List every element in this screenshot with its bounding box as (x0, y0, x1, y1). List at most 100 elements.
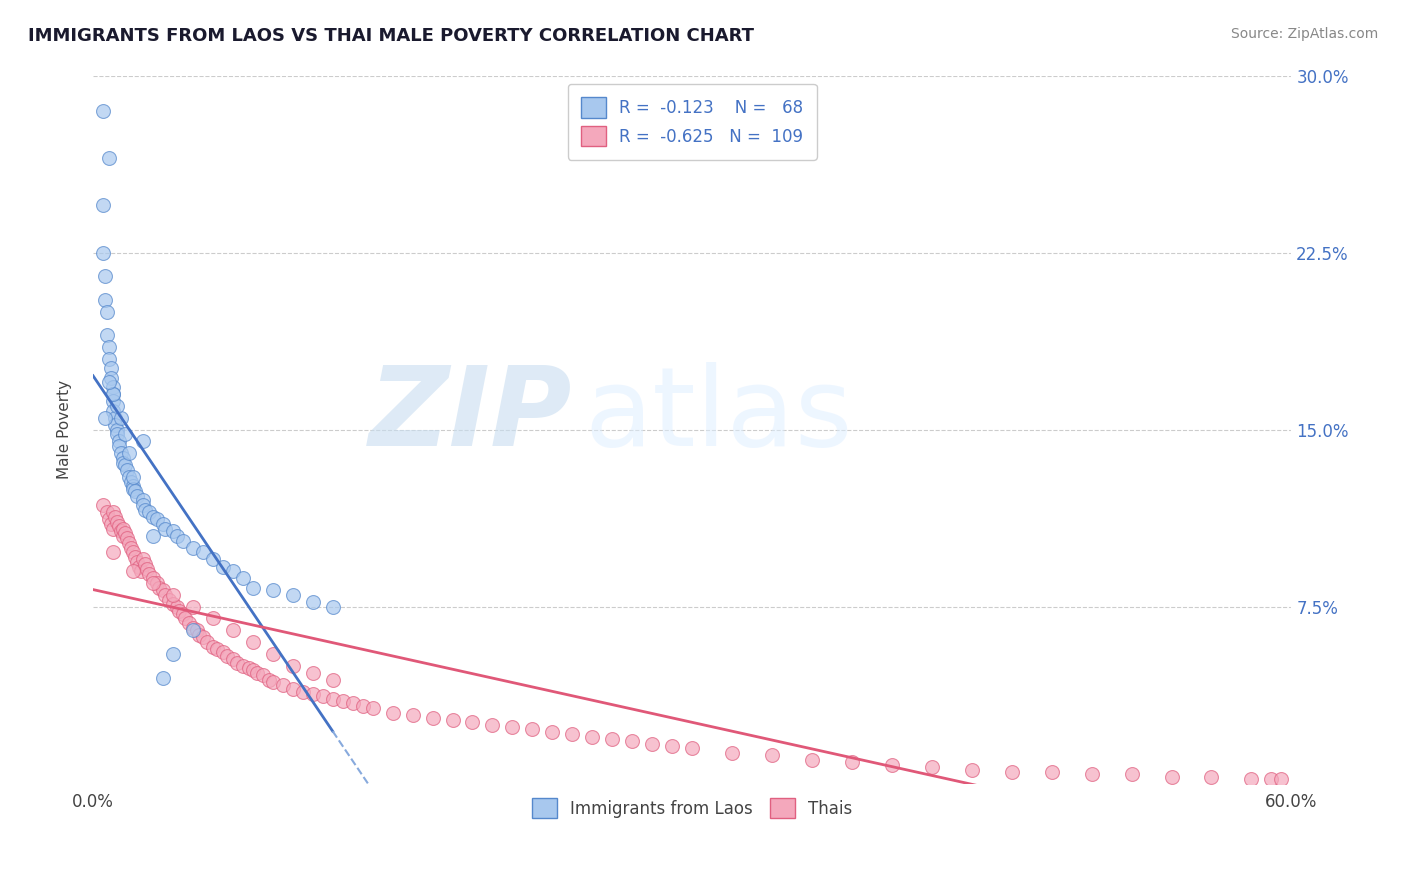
Point (136, 562, 159, 576)
Point (242, 635, 264, 649)
Point (201, 552, 224, 566)
Point (114, 526, 136, 541)
Point (91, 198, 114, 212)
Point (108, 434, 131, 449)
Point (96, 328, 118, 343)
Text: Source: ZipAtlas.com: Source: ZipAtlas.com (1230, 27, 1378, 41)
Point (621, 734, 644, 748)
Point (201, 640, 224, 654)
Point (105, 399, 128, 413)
Point (114, 458, 136, 472)
Point (322, 599, 344, 614)
Point (108, 439, 131, 453)
Point (101, 403, 124, 417)
Point (124, 550, 146, 565)
Point (332, 694, 354, 708)
Point (94, 293, 117, 307)
Point (166, 599, 188, 614)
Point (98, 376, 121, 390)
Point (1260, 772, 1282, 786)
Point (129, 564, 152, 578)
Point (721, 746, 744, 760)
Point (262, 647, 284, 661)
Point (201, 611, 224, 625)
Point (162, 524, 184, 538)
Point (181, 599, 204, 614)
Point (98, 151, 121, 165)
Point (101, 394, 124, 409)
Point (138, 505, 160, 519)
Point (125, 555, 148, 569)
Point (94, 269, 117, 284)
Point (110, 410, 132, 425)
Point (181, 541, 204, 555)
Point (186, 624, 208, 638)
Point (342, 697, 364, 711)
Point (921, 760, 943, 774)
Point (1080, 767, 1102, 781)
Point (641, 737, 664, 751)
Point (115, 531, 138, 545)
Point (152, 583, 174, 598)
Point (111, 450, 134, 465)
Point (238, 661, 260, 675)
Point (262, 675, 284, 690)
Point (205, 642, 228, 657)
Point (352, 698, 374, 713)
Point (172, 533, 194, 548)
Point (211, 644, 233, 658)
Point (242, 664, 264, 678)
Point (162, 647, 184, 661)
Point (114, 427, 136, 442)
Point (1270, 772, 1292, 786)
Point (122, 545, 145, 559)
Point (960, 763, 983, 777)
Point (101, 545, 124, 559)
Point (98, 340, 121, 354)
Point (91, 498, 114, 512)
Point (118, 470, 141, 484)
Point (167, 604, 190, 618)
Point (132, 552, 155, 566)
Point (222, 624, 245, 638)
Point (111, 456, 134, 470)
Point (132, 434, 155, 449)
Point (153, 588, 176, 602)
Point (600, 731, 623, 746)
Point (322, 673, 344, 687)
Point (301, 595, 323, 609)
Point (142, 510, 165, 524)
Point (101, 505, 124, 519)
Point (172, 607, 194, 621)
Point (252, 668, 274, 682)
Point (124, 483, 146, 498)
Point (91, 103, 114, 118)
Point (115, 463, 138, 477)
Point (111, 529, 134, 543)
Point (322, 691, 344, 706)
Text: atlas: atlas (585, 362, 853, 469)
Point (153, 522, 176, 536)
Point (242, 581, 264, 595)
Point (148, 581, 170, 595)
Point (104, 417, 127, 432)
Point (94, 410, 117, 425)
Point (461, 715, 484, 730)
Point (181, 621, 204, 635)
Point (801, 753, 824, 767)
Point (138, 566, 160, 581)
Point (215, 649, 238, 664)
Point (1201, 770, 1223, 784)
Point (105, 423, 128, 437)
Y-axis label: Male Poverty: Male Poverty (58, 380, 72, 479)
Point (134, 503, 156, 517)
Point (101, 380, 124, 394)
Point (125, 489, 148, 503)
Point (271, 677, 294, 691)
Point (96, 304, 118, 318)
Point (128, 559, 150, 574)
Point (142, 529, 165, 543)
Point (246, 665, 269, 680)
Point (581, 730, 603, 744)
Point (301, 665, 323, 680)
